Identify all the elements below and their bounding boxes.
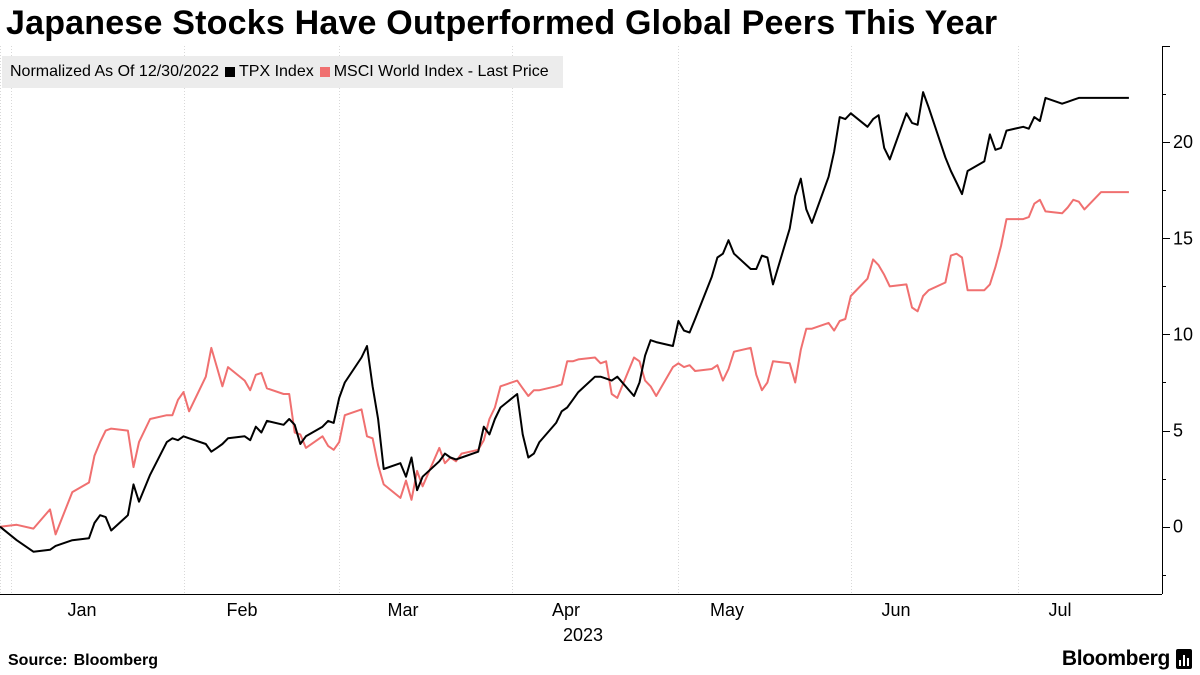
y-tick-label: 0 [1173,517,1183,537]
series-line-msci [0,191,1129,536]
bloomberg-bars-icon [1176,649,1192,669]
series-line-tpx [0,91,1129,553]
source-value: Bloomberg [73,652,159,669]
legend-label-tpx: TPX Index [239,63,314,80]
x-tick-label: Apr [552,600,580,620]
legend-item-tpx: TPX Index [225,63,314,81]
y-tick-label: 5 [1173,421,1183,441]
y-tick-label: 20 [1173,132,1193,152]
x-tick-label: Jun [881,600,910,620]
x-axis-year-label: 2023 [563,625,603,645]
y-tick-label: 10 [1173,324,1193,344]
x-tick-label: Feb [226,600,257,620]
legend-note: Normalized As Of 12/30/2022 [10,63,219,81]
x-tick-label: Jan [67,600,96,620]
chart-title: Japanese Stocks Have Outperformed Global… [6,4,998,42]
legend-item-msci: MSCI World Index - Last Price [319,63,549,81]
legend-note-text: Normalized As Of 12/30/2022 [10,63,220,80]
brand-wordmark: Bloomberg [1061,647,1170,670]
source-footer: Source: Bloomberg [8,652,158,670]
y-tick-label: 15 [1173,228,1193,248]
legend-swatch-msci [319,67,330,77]
legend-swatch-tpx [225,67,236,77]
legend-label-msci: MSCI World Index - Last Price [333,63,549,80]
source-label: Source: [8,652,68,669]
x-tick-label: Jul [1048,600,1071,620]
chart-legend: Normalized As Of 12/30/2022 TPX Index MS… [2,56,563,88]
x-tick-label: Mar [388,600,419,620]
x-tick-label: May [710,600,744,620]
bloomberg-logo: Bloomberg [1062,647,1192,671]
